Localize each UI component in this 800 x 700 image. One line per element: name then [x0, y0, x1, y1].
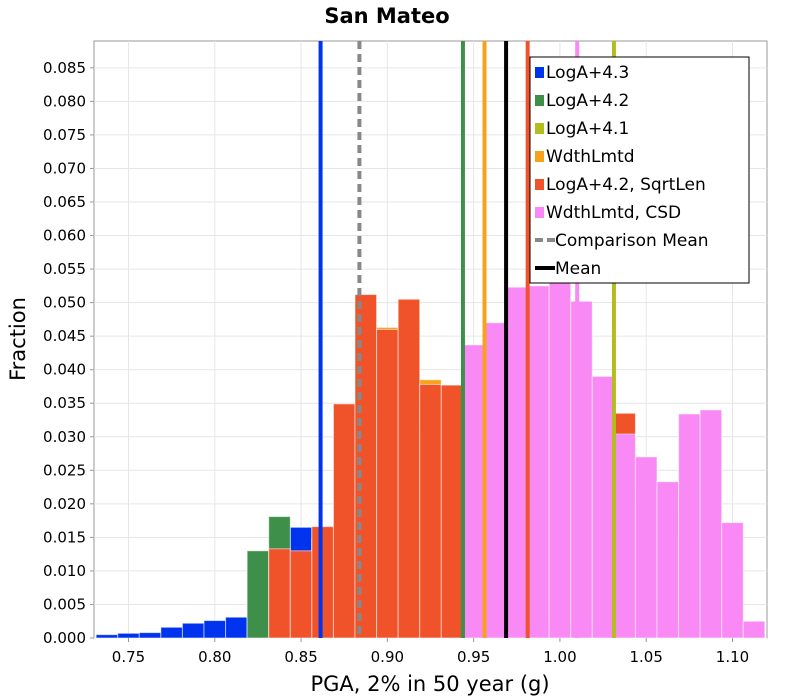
y-tick-label: 0.050	[43, 294, 86, 312]
legend-label: Mean	[555, 259, 601, 279]
bar-wdthlmtd-csd-2	[505, 286, 529, 639]
bar-loga-4-2-sqrtlen-1	[289, 550, 313, 639]
y-tick-label: 0.015	[43, 528, 86, 546]
bar-wdthlmtd-csd-7	[613, 433, 636, 639]
bar-loga-4-3-0	[95, 634, 119, 639]
bar-loga-4-2-0	[246, 550, 270, 639]
y-tick-label: 0.075	[43, 126, 86, 144]
bar-loga-4-2-sqrtlen-5	[376, 328, 399, 639]
bar-wdthlmtd-csd-9	[656, 481, 680, 639]
bar-wdthlmtd-csd-6	[591, 375, 615, 639]
legend-swatch	[535, 123, 544, 134]
bar-wdthlmtd-csd-0	[462, 344, 485, 639]
bar-wdthlmtd-csd-13	[742, 620, 766, 639]
bar-wdthlmtd-csd-5	[570, 300, 593, 639]
legend-box	[529, 56, 750, 284]
legend-label: LogA+4.2	[546, 91, 629, 111]
y-tick-label: 0.085	[43, 59, 86, 77]
chart-title: San Mateo	[324, 4, 449, 28]
legend-swatch	[535, 95, 544, 106]
bar-loga-4-2-sqrtlen-8	[440, 384, 464, 639]
legend-label: LogA+4.2, SqrtLen	[546, 175, 706, 195]
legend-swatch	[535, 67, 544, 78]
legend-label: Comparison Mean	[555, 231, 709, 251]
bar-loga-4-2-sqrtlen-6	[397, 298, 421, 639]
bar-wdthlmtd-csd-8	[634, 456, 658, 639]
legend: LogA+4.3 LogA+4.2 LogA+4.1 WdthLmtd LogA+4.2…	[529, 56, 750, 284]
legend-label: WdthLmtd, CSD	[546, 203, 681, 223]
y-tick-label: 0.005	[43, 595, 86, 613]
legend-swatch	[535, 179, 544, 190]
x-tick-label: 1.05	[630, 648, 663, 666]
x-tick-label: 0.95	[457, 648, 490, 666]
y-axis-label: Fraction	[6, 297, 30, 381]
y-tick-label: 0.055	[43, 260, 86, 278]
bar-wdthlmtd-csd-1	[483, 322, 507, 639]
legend-swatch	[535, 151, 544, 162]
legend-label: LogA+4.1	[546, 119, 629, 139]
x-axis-label: PGA, 2% in 50 year (g)	[310, 672, 549, 696]
bar-wdthlmtd-csd-12	[721, 522, 744, 639]
y-tick-label: 0.040	[43, 361, 86, 379]
x-tick-label: 0.75	[112, 648, 145, 666]
bar-wdthlmtd-csd-4	[548, 243, 572, 639]
bar-loga-4-2-sqrtlen-3	[332, 403, 356, 639]
bar-loga-4-3-6	[225, 616, 248, 639]
y-tick-label: 0.070	[43, 159, 86, 177]
legend-label: LogA+4.3	[546, 63, 629, 83]
bar-wdthlmtd-csd-3	[527, 285, 550, 639]
y-tick-label: 0.080	[43, 92, 86, 110]
y-tick-label: 0.025	[43, 461, 86, 479]
bar-loga-4-3-4	[181, 622, 205, 639]
bars	[95, 243, 766, 639]
y-tick-label: 0.045	[43, 327, 86, 345]
bar-loga-4-3-5	[203, 620, 227, 639]
y-tick-label: 0.035	[43, 394, 86, 412]
bar-loga-4-2-sqrtlen-2	[311, 526, 334, 639]
x-tick-label: 0.85	[284, 648, 317, 666]
bar-loga-4-3-1	[117, 632, 140, 639]
bar-loga-4-3-3	[160, 626, 183, 639]
bar-wdthlmtd-csd-11	[699, 409, 723, 639]
y-tick-label: 0.065	[43, 193, 86, 211]
bar-loga-4-2-sqrtlen-0	[268, 548, 291, 639]
legend-swatch	[535, 207, 544, 218]
bar-loga-4-2-sqrtlen-7	[419, 383, 442, 639]
x-tick-label: 1.10	[716, 648, 749, 666]
y-tick-label: 0.010	[43, 562, 86, 580]
x-axis-ticks: 0.75 0.80 0.85 0.90 0.95 1.00 1.05 1.10	[112, 638, 749, 666]
y-tick-label: 0.030	[43, 428, 86, 446]
x-tick-label: 1.00	[543, 648, 576, 666]
legend-label: WdthLmtd	[546, 147, 635, 167]
y-tick-label: 0.000	[43, 629, 86, 647]
y-tick-label: 0.020	[43, 495, 86, 513]
x-tick-label: 0.90	[371, 648, 404, 666]
bar-loga-4-3-2	[138, 632, 162, 639]
bar-wdthlmtd-csd-10	[678, 413, 701, 639]
x-tick-label: 0.80	[198, 648, 231, 666]
y-axis-ticks: 0.000 0.005 0.010 0.015 0.020 0.025 0.030 0.035…	[43, 59, 94, 647]
y-tick-label: 0.060	[43, 227, 86, 245]
